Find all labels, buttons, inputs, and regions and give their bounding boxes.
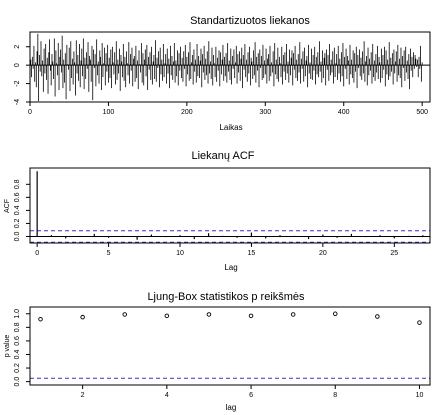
ljung-box-point [80, 314, 85, 320]
residuals-y-tick-label: -2 [14, 80, 21, 86]
ljung-box-x-tick-label: 2 [81, 392, 85, 399]
acf-panel: Liekanų ACF Lag ACF 0 5 10 15 20 250.00.20.40… [4, 150, 431, 272]
residuals-x-tick-label: 100 [103, 109, 115, 116]
residuals-y-tick-label: 0 [14, 63, 21, 67]
ljung-box-point [122, 312, 127, 317]
ljung-box-y-label: p value [4, 335, 11, 358]
ljung-box-x-tick-label: 8 [333, 392, 337, 399]
ljung-box-y-tick-label: 0.2 [14, 363, 21, 373]
ljung-box-point [164, 313, 170, 319]
residuals-title: Standartizuotos liekanos [190, 15, 310, 27]
ljung-box-y-tick-label: 0.6 [14, 336, 21, 346]
ljung-box-point [248, 313, 254, 319]
ljung-box-y-tick-label: 0.0 [14, 377, 21, 387]
ljung-box-point [375, 314, 380, 319]
ljung-box-frame [29, 306, 431, 386]
ljung-box-x-tick-label: 6 [249, 392, 253, 399]
acf-y-tick-label: 0.2 [14, 218, 21, 228]
ljung-box-point [333, 311, 338, 317]
acf-y-tick-label: 0.4 [14, 205, 21, 215]
ljung-box-x-tick-label: 10 [416, 392, 424, 399]
acf-y-tick-label: 0.6 [14, 192, 21, 202]
acf-y-tick-label: 0.0 [14, 232, 21, 242]
residuals-x-label: Laikas [219, 123, 242, 132]
ljung-box-point [417, 320, 422, 325]
acf-title: Liekanų ACF [192, 150, 255, 162]
ljung-box-point [290, 312, 296, 317]
ljung-box-plot-area: 2 4 6 8 10 0.0 0.2 0.4 0.6 0.8 1.0 [14, 309, 430, 399]
residuals-x-tick-label: 300 [259, 109, 271, 116]
acf-x-tick-label: 10 [176, 250, 184, 257]
ljung-box-y-tick-label: 1.0 [14, 309, 21, 319]
residuals-panel: Standartizuotos liekanos Laikas 0 100 200 3… [14, 15, 431, 132]
ljung-box-y-tick-label: 0.4 [14, 350, 21, 360]
residuals-x-tick-label: 400 [338, 109, 350, 116]
residuals-x-tick-label: 200 [181, 109, 193, 116]
ljung-box-point [206, 312, 212, 317]
ljung-box-panel: Ljung-Box statistikos p reikšmės lag p v… [4, 291, 431, 412]
residuals-x-tick-label: 500 [416, 109, 428, 116]
acf-x-tick-label: 0 [35, 250, 39, 257]
acf-y-tick-label: 0.8 [14, 179, 21, 189]
ljung-box-y-tick-label: 0.8 [14, 322, 21, 332]
acf-x-tick-label: 15 [248, 250, 256, 257]
residuals-y-tick-label: 2 [14, 45, 21, 49]
residuals-frame [29, 31, 431, 103]
acf-x-tick-label: 25 [390, 250, 398, 257]
residuals-y-tick-label: -4 [14, 99, 21, 105]
ljung-box-point [38, 316, 43, 322]
acf-x-label: Lag [224, 263, 237, 272]
acf-y-label: ACF [4, 199, 11, 213]
residuals-x-tick-label: 0 [28, 109, 32, 116]
acf-x-tick-label: 5 [107, 250, 111, 257]
residuals-plot-area: 0 100 200 300 400 500 -4 -2 0 2 [14, 33, 430, 116]
ljung-box-x-tick-label: 4 [165, 392, 169, 399]
acf-plot-area: 0 5 10 15 20 25 0.0 0.2 0.4 0.6 0.8 [14, 171, 430, 257]
ljung-box-x-label: lag [226, 403, 237, 412]
acf-x-tick-label: 20 [319, 250, 327, 257]
acf-frame [29, 167, 431, 244]
ljung-box-title: Ljung-Box statistikos p reikšmės [147, 291, 305, 303]
